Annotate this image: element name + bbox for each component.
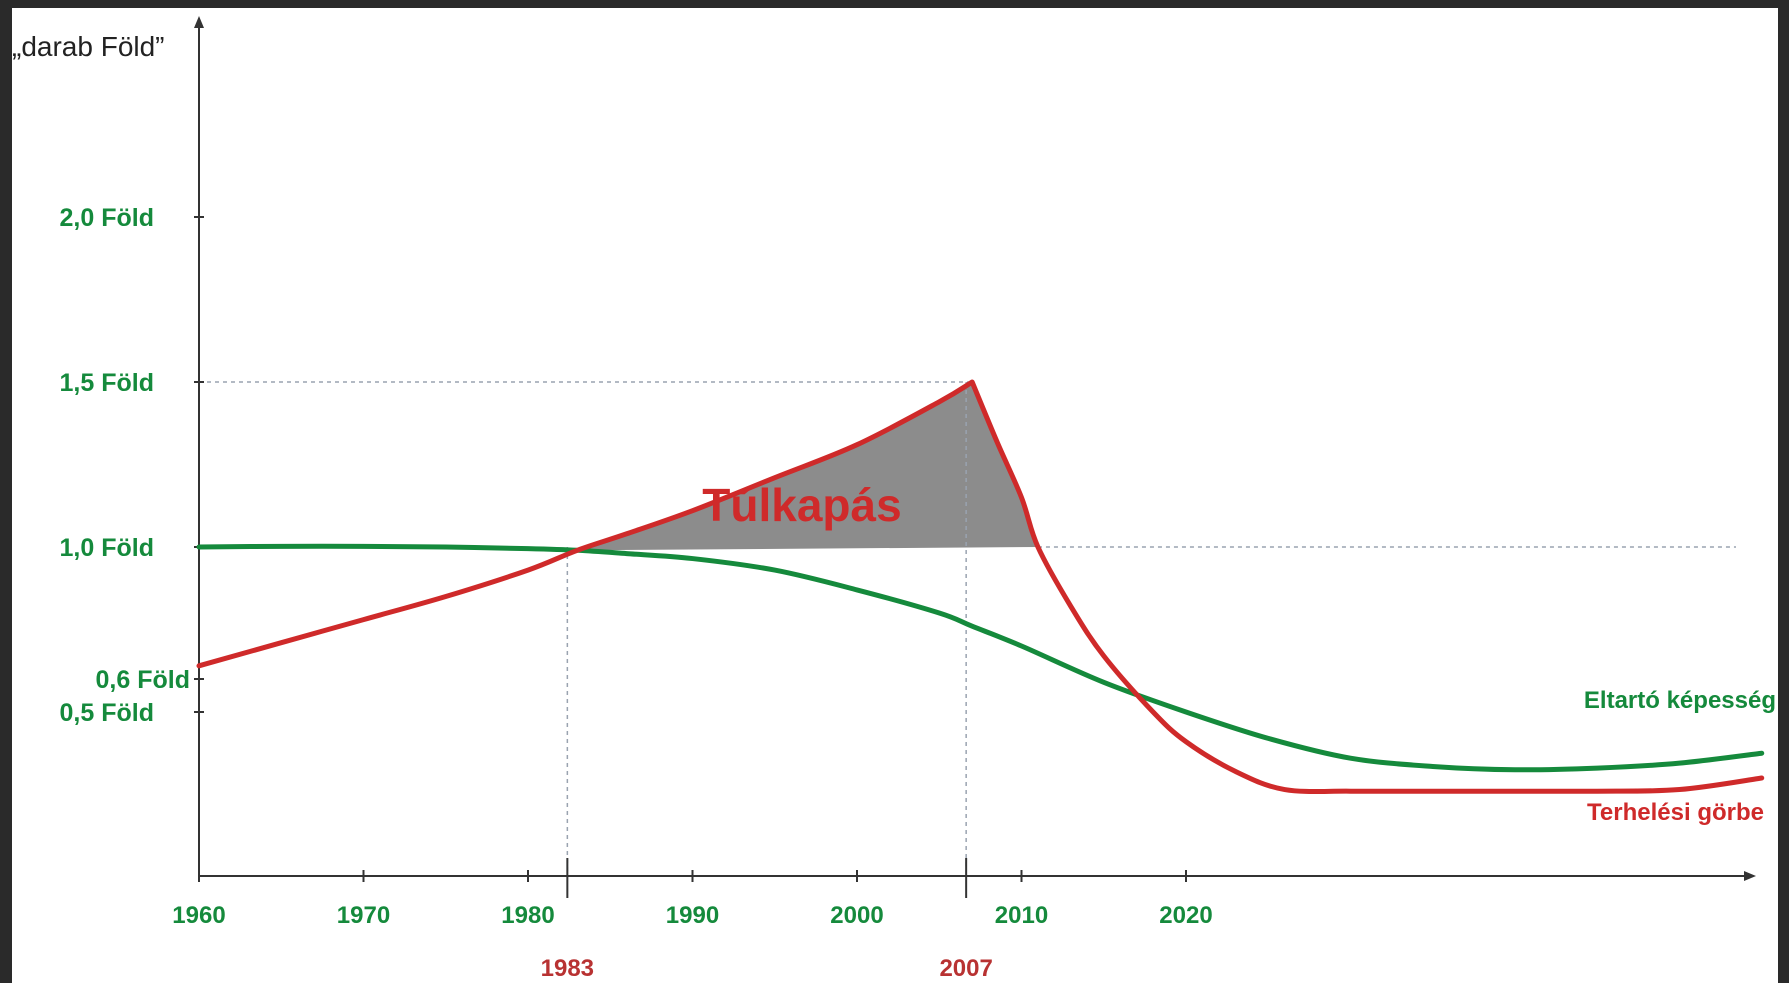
x-tick-label: 1970 [337,902,390,929]
series-line-terhelesi [196,379,1765,795]
x-ticks: 1960 1970 1980 1990 2000 2010 2020 [172,870,1213,929]
x-tick-label: 2000 [830,902,883,929]
y-axis-label: „darab Föld” [12,31,165,62]
series-line-eltarto [196,543,1765,773]
annotation-label: 2007 [939,955,992,982]
annotation-label: 1983 [541,955,594,982]
overshoot-label: Túlkapás [702,479,901,531]
x-tick-label: 1990 [666,902,719,929]
annotation-ticks: 1983 2007 [541,858,993,982]
y-tick-label: 0,5 Föld [60,699,154,727]
x-axis-arrow [1744,871,1756,881]
x-tick-label: 1960 [172,902,225,929]
y-tick-label: 0,6 Föld [96,666,190,694]
chart-frame: 0,5 Föld 0,6 Föld 1,0 Föld 1,5 Föld 2,0 Föld… [12,8,1778,983]
y-tick-label: 2,0 Föld [60,204,154,232]
x-tick-label: 1980 [501,902,554,929]
y-tick-label: 1,0 Föld [60,534,154,562]
chart-svg: 0,5 Föld 0,6 Föld 1,0 Föld 1,5 Föld 2,0 Föld… [12,16,1776,982]
series-label-eltarto: Eltartó képesség [1584,687,1776,714]
y-ticks: 0,5 Föld 0,6 Föld 1,0 Föld 1,5 Föld 2,0 Föld [60,204,204,727]
x-tick-label: 2010 [995,902,1048,929]
x-tick-label: 2020 [1159,902,1212,929]
series-label-terhelesi: Terhelési görbe [1587,799,1764,826]
y-tick-label: 1,5 Föld [60,369,154,397]
y-axis-arrow [194,16,204,28]
